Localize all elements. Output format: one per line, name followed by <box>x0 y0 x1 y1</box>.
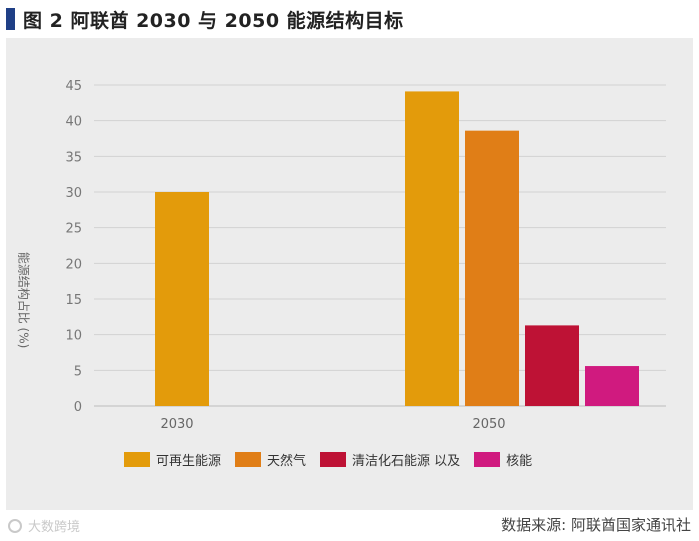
watermark-logo-icon <box>8 518 22 533</box>
y-tick-label: 30 <box>65 186 82 201</box>
legend: 可再生能源 天然气 清洁化石能源 以及 核能 <box>124 449 546 469</box>
title-bar: 图 2 阿联酋 2030 与 2050 能源结构目标 <box>6 4 404 34</box>
y-tick-label: 25 <box>65 222 82 237</box>
y-tick-label: 15 <box>65 293 82 308</box>
x-tick-label: 2050 <box>472 417 505 432</box>
legend-swatch <box>320 451 347 467</box>
title-accent-bar <box>6 8 15 30</box>
legend-item: 核能 <box>474 450 532 469</box>
source-note: 数据来源: 阿联酋国家通讯社 <box>501 516 691 534</box>
y-tick-label: 0 <box>74 400 82 415</box>
x-tick-label: 2030 <box>160 417 193 432</box>
legend-label: 可再生能源 <box>156 453 222 469</box>
chart-panel: 0 5 10 15 20 25 30 35 40 45 2030 2050 能源结构占比 (%) 可再… <box>6 38 693 510</box>
watermark: 大数跨境 <box>8 516 80 535</box>
y-tick-label: 45 <box>65 79 82 94</box>
legend-swatch <box>474 451 501 467</box>
bar-2030-1 <box>155 192 209 406</box>
bar-2050-1 <box>405 91 459 407</box>
legend-label: 天然气 <box>267 453 307 469</box>
y-tick-label: 5 <box>74 364 82 379</box>
bar-chart: 0 5 10 15 20 25 30 35 40 45 2030 2050 <box>65 79 666 432</box>
legend-label: 核能 <box>506 453 533 469</box>
chart-title: 图 2 阿联酋 2030 与 2050 能源结构目标 <box>23 9 404 32</box>
legend-item: 可再生能源 <box>124 450 221 469</box>
y-tick-label: 35 <box>65 150 82 165</box>
bar-2050-3 <box>525 325 579 406</box>
bar-2050-2 <box>465 130 519 407</box>
y-tick-label: 20 <box>65 257 82 272</box>
legend-item: 清洁化石能源 以及 <box>320 450 460 469</box>
y-axis-label: 能源结构占比 (%) <box>16 251 31 349</box>
legend-label: 清洁化石能源 以及 <box>352 453 461 469</box>
y-tick-label: 10 <box>65 329 82 344</box>
legend-swatch <box>124 451 150 467</box>
bar-2050-4 <box>585 366 639 406</box>
y-tick-label: 40 <box>65 115 82 130</box>
legend-item: 天然气 <box>235 450 306 469</box>
watermark-text: 大数跨境 <box>28 520 81 535</box>
legend-swatch <box>235 451 262 467</box>
